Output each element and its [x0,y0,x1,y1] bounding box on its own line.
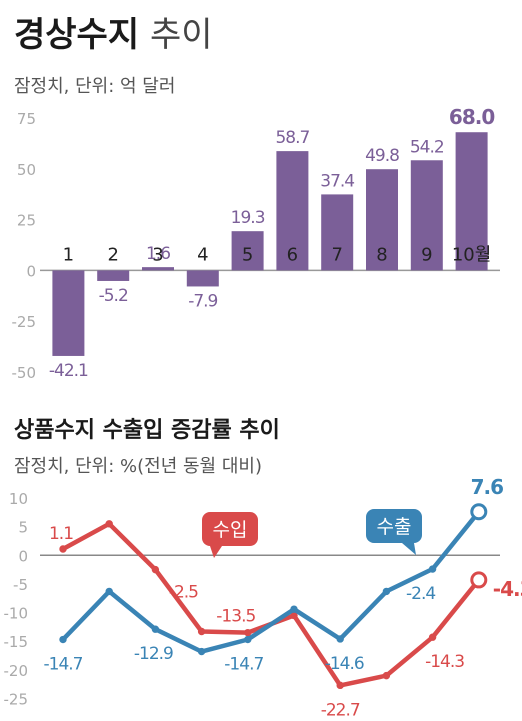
bar [142,267,174,271]
import-data-label: -13.5 [216,607,255,627]
export-point [336,635,344,643]
export-point [470,503,488,521]
export-data-label: -2.4 [406,584,435,604]
export-data-label: -14.6 [325,654,364,674]
bar-category-label: 3 [152,244,163,265]
bar-value-label: 37.4 [320,171,354,191]
bar-y-tick-label: 75 [17,110,36,128]
bar-category-label: 6 [287,244,298,265]
bar-value-label: -5.2 [99,286,128,306]
import-point [151,565,160,574]
bar-category-label: 7 [331,244,342,265]
import-point [105,520,113,528]
import-bubble-tail [210,546,222,558]
bar [321,194,354,271]
bar [231,231,264,271]
import-point [470,571,488,589]
bar-value-label: 58.7 [275,128,309,148]
line-y-tick-label: -15 [4,633,29,651]
bar-category-label: 5 [242,244,253,265]
import-data-label: 1.1 [49,524,73,544]
bar-value-label: 1.6 [146,244,170,264]
line-y-tick-label: -20 [4,662,29,680]
import-data-label: -14.3 [425,652,464,672]
chart-subtitle: 잠정치, 단위: 억 달러 [14,76,176,97]
export-point [428,565,437,573]
import-bubble [202,512,258,546]
bar-value-label: 54.2 [410,137,444,157]
export-point [244,635,252,644]
import-point [382,671,391,680]
bar-value-label: -7.9 [188,291,217,311]
export-point [382,587,391,596]
chart2-subtitle: 잠정치, 단위: %(전년 동월 대비) [14,456,262,477]
bar-category-label: 1 [63,244,74,265]
bar-category-label: 10월 [452,244,491,265]
line-y-tick-label: 10 [9,490,28,508]
bar-value-label: -42.1 [49,361,88,381]
bar-y-tick-label: -50 [12,364,37,382]
bar-value-label: 19.3 [231,208,265,228]
export-point [197,647,206,656]
title-light: 추이 [149,15,213,55]
bar-y-tick-label: 50 [17,161,36,179]
import-legend-label: 수입 [213,519,248,541]
bar [52,270,85,356]
line-y-tick-label: -5 [13,576,28,594]
title-bold: 경상수지 [14,15,140,55]
line-y-tick-label: 0 [18,547,28,565]
bar [410,160,443,271]
bar-value-label: 49.8 [365,146,399,166]
chart-title: 경상수지 추이 [14,14,213,56]
bar-y-tick-label: 0 [26,262,36,280]
export-data-label: -14.7 [224,655,263,675]
export-bubble-tail [402,543,416,555]
bar-y-tick-label: -25 [12,313,37,331]
bar-category-label: 8 [376,244,387,265]
export-data-label: -14.7 [44,655,83,675]
bar [276,151,309,271]
export-point [105,587,113,596]
line-y-tick-label: 5 [18,519,28,537]
bar-category-label: 4 [197,244,208,265]
bar-category-label: 2 [107,244,118,265]
import-point [244,628,252,637]
import-point [197,627,206,636]
export-point [151,625,160,633]
bar-value-label: 68.0 [449,105,494,129]
export-legend-label: 수출 [377,516,412,538]
import-point [59,545,67,553]
import-data-label: -4.3 [493,577,522,601]
line-y-tick-label: -10 [4,605,29,623]
bar [366,169,398,271]
bar [186,270,219,287]
import-point [336,681,344,690]
import-data-label: -22.7 [321,700,360,720]
bar [97,270,130,281]
export-bubble [366,509,422,543]
import-point [428,633,437,641]
export-point [290,605,298,613]
export-data-label: 7.6 [471,475,504,499]
bar-category-label: 9 [421,244,432,265]
export-point [59,635,67,644]
bar-y-tick-label: 25 [17,212,36,230]
line-y-tick-label: -25 [4,691,29,709]
import-data-label: -2.5 [169,583,198,603]
chart2-title: 상품수지 수출입 증감률 추이 [14,418,280,443]
bar [455,132,488,271]
export-data-label: -12.9 [134,644,173,664]
export-line [61,510,481,654]
